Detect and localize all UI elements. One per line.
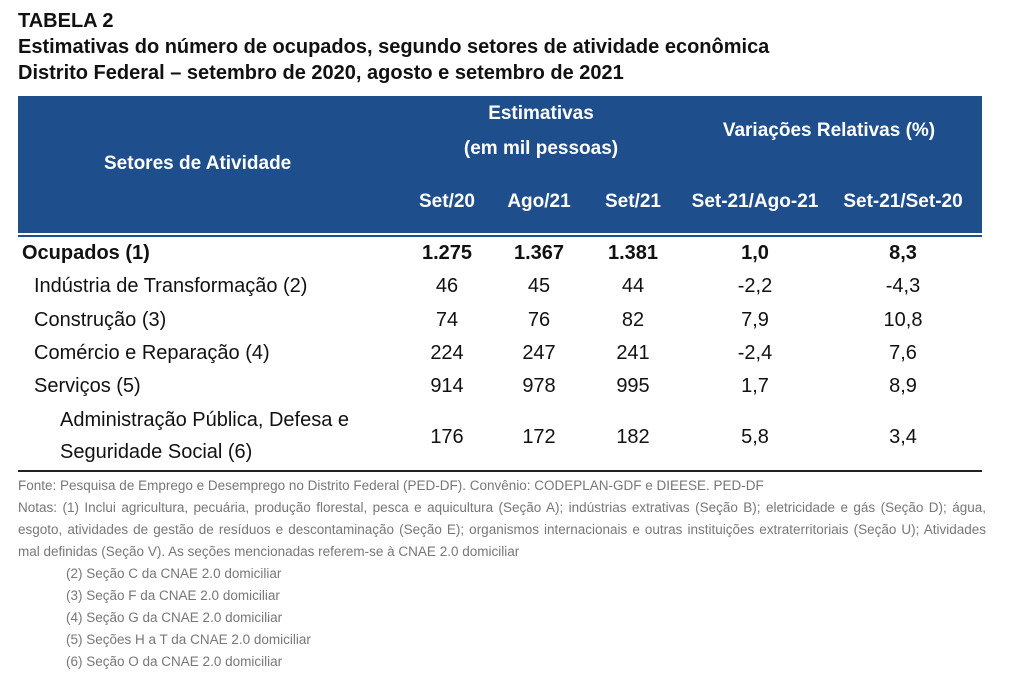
cell-var-set: 8,9 — [889, 375, 917, 397]
cell-var-set: 8,3 — [889, 242, 917, 264]
note-2: (2) Seção C da CNAE 2.0 domiciliar — [66, 566, 282, 581]
cell-var-set: -4,3 — [885, 275, 921, 297]
row-label: Comércio e Reparação (4) — [34, 342, 270, 364]
header-col-var-ago: Set-21/Ago-21 — [691, 191, 819, 212]
row-label-line2: Seguridade Social (6) — [60, 441, 253, 463]
cell-set21: 1.381 — [607, 242, 659, 264]
table-title-block: TABELA 2 Estimativas do número de ocupad… — [18, 8, 769, 86]
header-col-ago21: Ago/21 — [507, 191, 571, 212]
cell-ago21: 76 — [527, 309, 551, 331]
note-4: (4) Seção G da CNAE 2.0 domiciliar — [66, 610, 283, 625]
table-subtitle: Distrito Federal – setembro de 2020, ago… — [18, 62, 624, 84]
note-3: (3) Seção F da CNAE 2.0 domiciliar — [66, 588, 280, 603]
cell-var-set: 7,6 — [889, 342, 917, 364]
cell-ago21: 247 — [522, 342, 556, 364]
header-estimativas-unit: (em mil pessoas) — [463, 138, 619, 159]
cell-set20: 74 — [435, 309, 459, 331]
cell-set21: 241 — [616, 342, 650, 364]
table-bottom-rule — [18, 470, 982, 472]
cell-set20: 176 — [430, 426, 464, 448]
note-1: Notas: (1) Inclui agricultura, pecuária,… — [18, 500, 986, 559]
table-title: Estimativas do número de ocupados, segun… — [18, 36, 770, 58]
table-notes: Fonte: Pesquisa de Emprego e Desemprego … — [18, 475, 986, 673]
cell-var-ago: 1,7 — [741, 375, 769, 397]
row-label: Ocupados (1) — [22, 242, 150, 264]
header-col-var-set: Set-21/Set-20 — [843, 191, 963, 212]
table-row: Construção (3) 74 76 82 7,9 10,8 — [18, 304, 982, 337]
table-row: Ocupados (1) 1.275 1.367 1.381 1,0 8,3 — [18, 237, 982, 270]
note-6: (6) Seção O da CNAE 2.0 domiciliar — [66, 654, 283, 669]
header-variacoes: Variações Relativas (%) — [722, 120, 936, 141]
table-row: Comércio e Reparação (4) 224 247 241 -2,… — [18, 337, 982, 370]
cell-var-set: 10,8 — [883, 309, 923, 331]
table-row: Indústria de Transformação (2) 46 45 44 … — [18, 270, 982, 303]
cell-ago21: 45 — [527, 275, 551, 297]
cell-var-ago: -2,2 — [737, 275, 773, 297]
header-setores: Setores de Atividade — [104, 153, 292, 174]
row-label: Serviços (5) — [34, 375, 141, 397]
cell-ago21: 172 — [522, 426, 556, 448]
note-5: (5) Seções H a T da CNAE 2.0 domiciliar — [66, 632, 311, 647]
header-col-set21: Set/21 — [605, 191, 661, 212]
header-col-set20: Set/20 — [419, 191, 475, 212]
row-label: Construção (3) — [34, 309, 167, 331]
cell-set20: 914 — [430, 375, 464, 397]
source-note: Fonte: Pesquisa de Emprego e Desemprego … — [18, 478, 764, 493]
cell-ago21: 1.367 — [513, 242, 565, 264]
cell-var-ago: -2,4 — [737, 342, 773, 364]
cell-set21: 182 — [616, 426, 650, 448]
row-label-line1: Administração Pública, Defesa e — [60, 409, 350, 431]
cell-ago21: 978 — [522, 375, 556, 397]
cell-var-ago: 1,0 — [741, 242, 769, 264]
cell-var-set: 3,4 — [889, 426, 917, 448]
cell-set20: 1.275 — [421, 242, 473, 264]
cell-set21: 995 — [616, 375, 650, 397]
table-row: Administração Pública, Defesa e Segurida… — [18, 405, 982, 469]
cell-set20: 224 — [430, 342, 464, 364]
cell-set21: 82 — [621, 309, 645, 331]
table-top-rule — [18, 235, 982, 237]
table-header: Setores de Atividade Estimativas (em mil… — [18, 96, 982, 233]
cell-var-ago: 7,9 — [741, 309, 769, 331]
cell-set20: 46 — [435, 275, 459, 297]
cell-set21: 44 — [621, 275, 645, 297]
table-number: TABELA 2 — [18, 10, 114, 32]
header-estimativas: Estimativas — [488, 103, 594, 124]
row-label: Indústria de Transformação (2) — [34, 275, 308, 297]
table-row: Serviços (5) 914 978 995 1,7 8,9 — [18, 370, 982, 403]
cell-var-ago: 5,8 — [741, 426, 769, 448]
